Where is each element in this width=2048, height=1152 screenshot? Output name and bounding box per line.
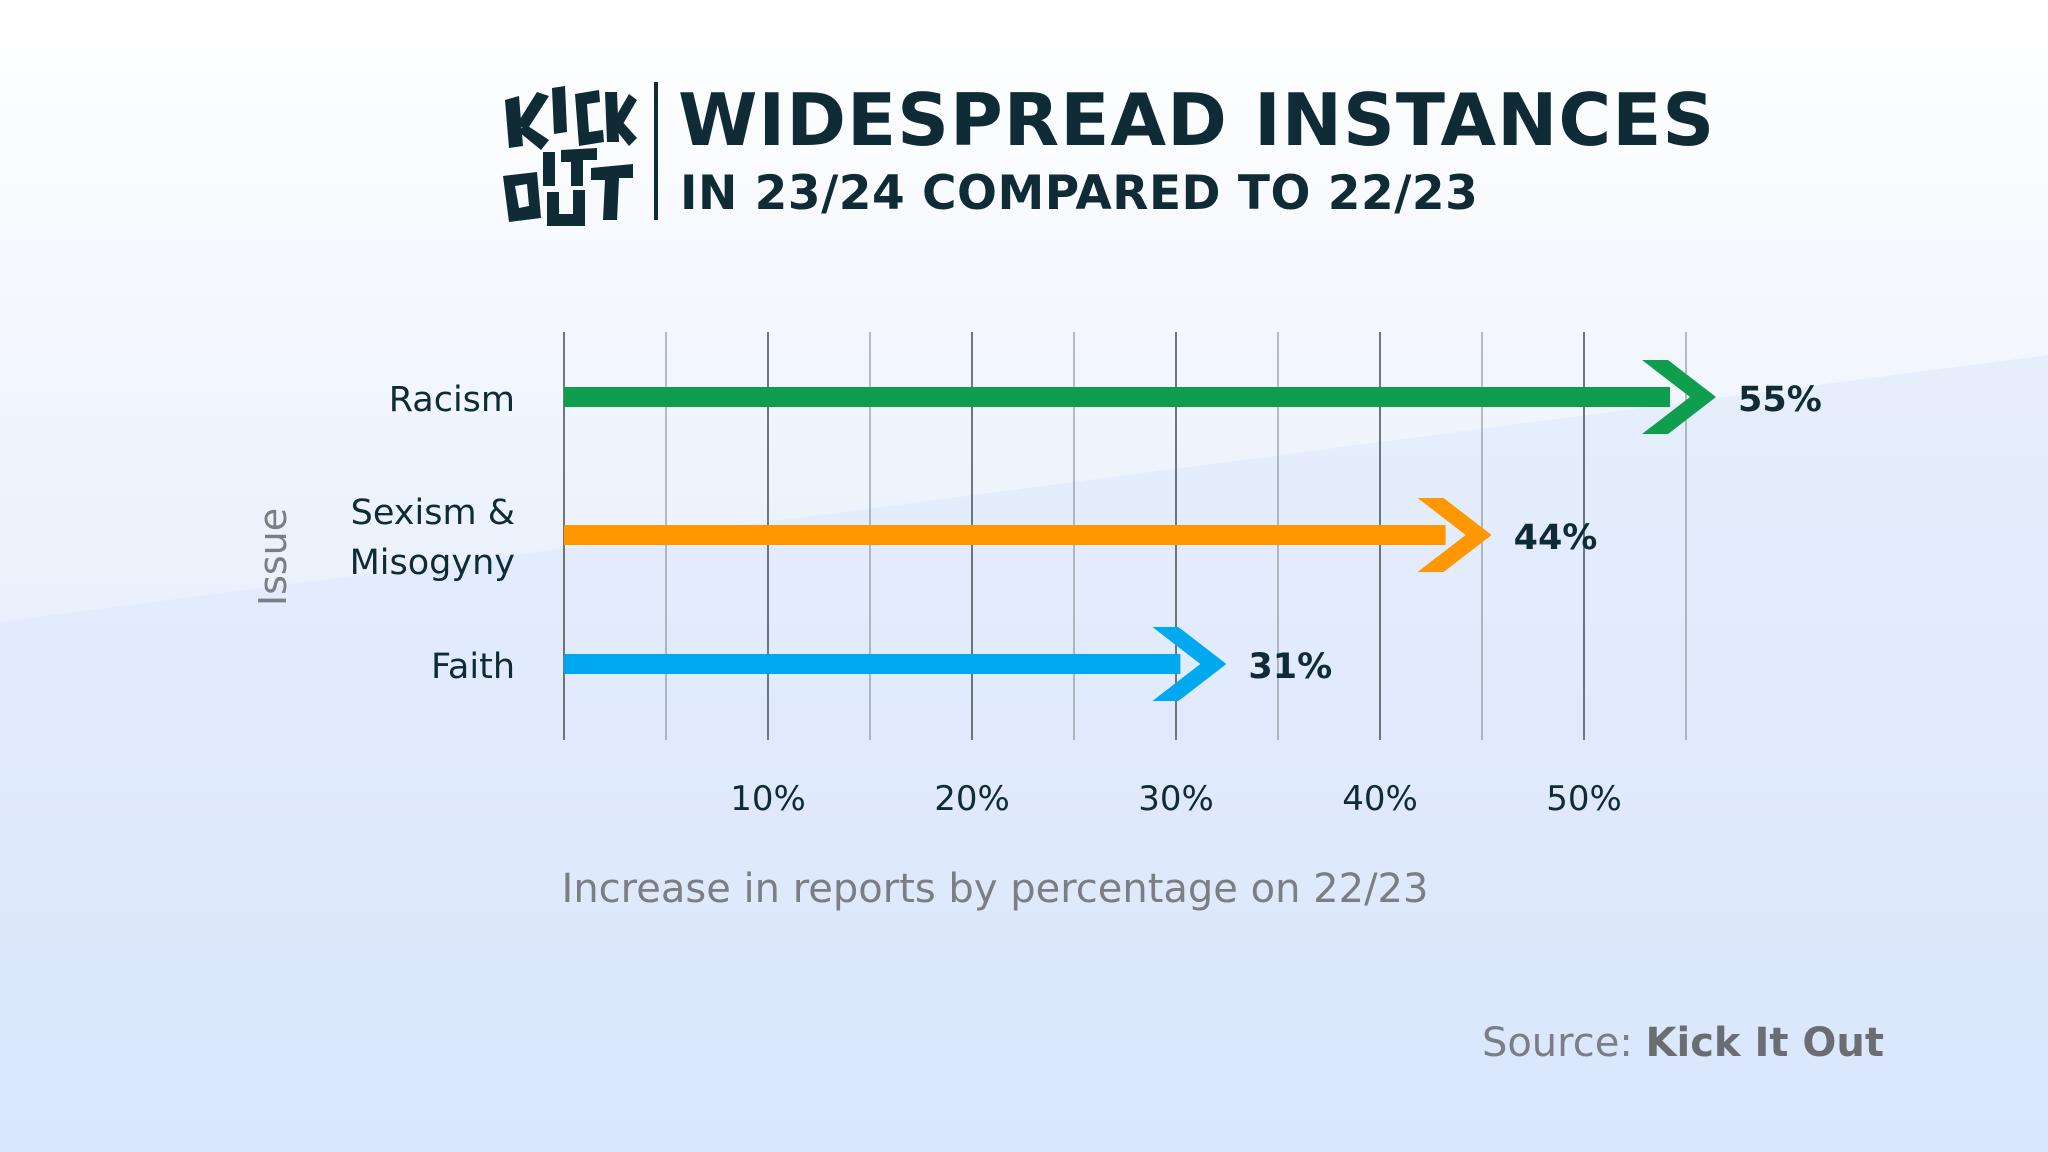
value-label: 44% <box>1514 518 1598 558</box>
category-label: Misogyny <box>350 543 515 583</box>
chart-subtitle: IN 23/24 COMPARED TO 22/23 <box>680 166 1479 221</box>
bar-arrow-shaft-2 <box>564 654 1181 674</box>
x-tick-label: 40% <box>1342 779 1418 819</box>
bar-arrow-head-2 <box>1152 627 1227 701</box>
category-label: Sexism & <box>351 493 515 533</box>
source-label: Source: <box>1481 1020 1633 1066</box>
bar-arrow-head-0 <box>1642 360 1716 434</box>
bar-arrow-shaft-1 <box>564 525 1446 545</box>
x-tick-label: 10% <box>730 779 806 819</box>
kick-it-out-logo <box>503 86 637 226</box>
category-label: Faith <box>431 647 515 687</box>
x-tick-label: 50% <box>1546 779 1622 819</box>
x-tick-label: 30% <box>1138 779 1214 819</box>
y-axis-label: Issue <box>251 508 295 606</box>
source-credit: Source: Kick It Out <box>1482 1020 1884 1066</box>
bar-arrow-head-1 <box>1417 498 1492 572</box>
x-tick-label: 20% <box>934 779 1010 819</box>
value-label: 55% <box>1738 380 1822 420</box>
chart-title: WIDESPREAD INSTANCES <box>678 78 1716 162</box>
x-axis-label: Increase in reports by percentage on 22/… <box>562 866 1429 912</box>
source-name: Kick It Out <box>1645 1020 1884 1066</box>
category-label: Racism <box>389 380 515 420</box>
value-label: 31% <box>1248 647 1332 687</box>
title-divider <box>654 82 658 220</box>
bar-arrow-shaft-0 <box>564 387 1670 407</box>
